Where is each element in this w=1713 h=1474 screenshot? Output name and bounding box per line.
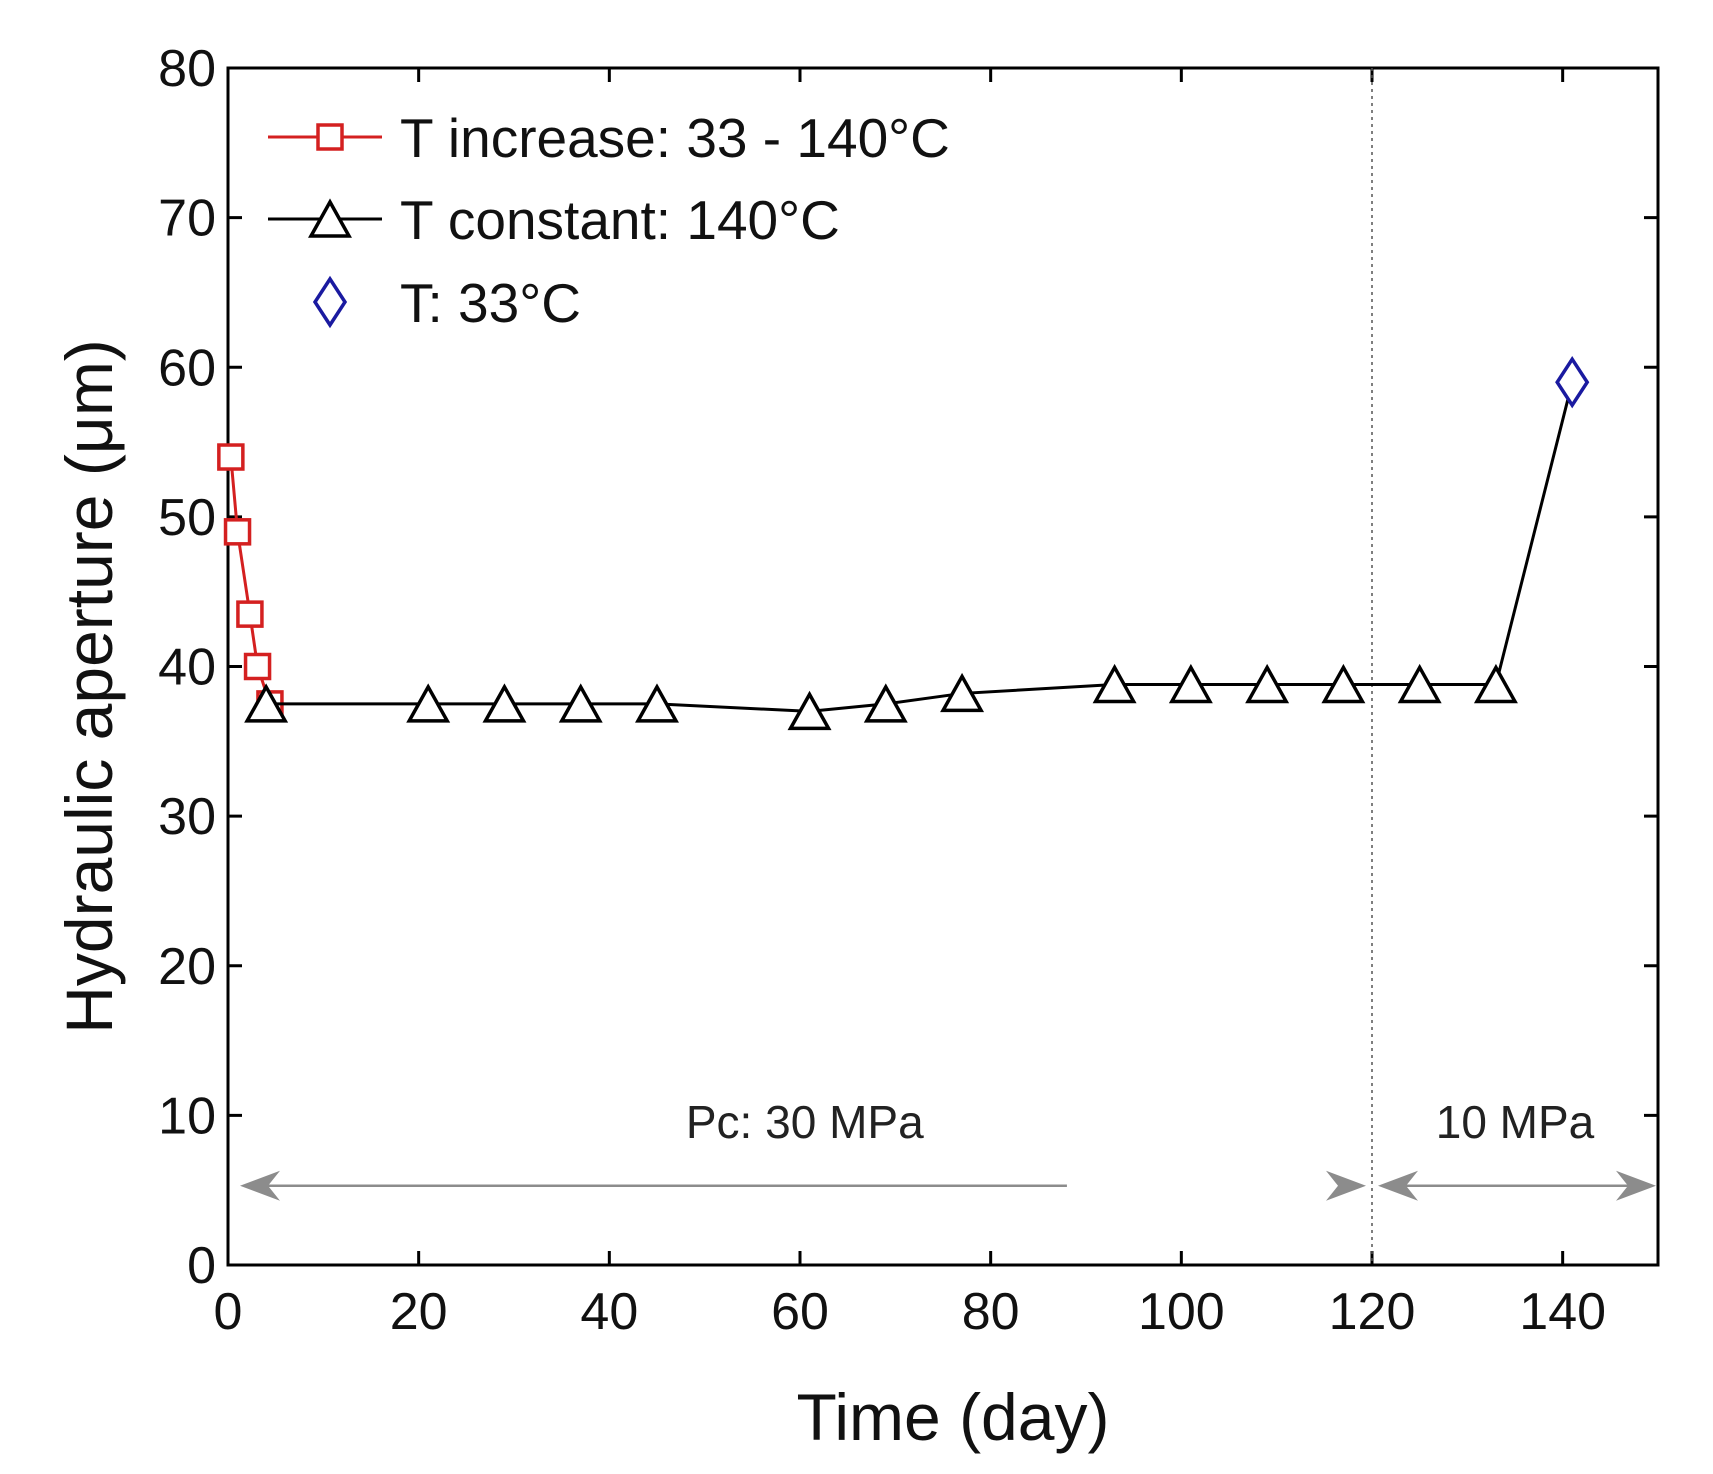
legend-label: T constant: 140°C — [400, 189, 840, 251]
axes-layer: 0 20 40 60 80 100 120 140 0 10 20 30 40 50 60 70 80 Time … — [52, 40, 1660, 1454]
series-line — [266, 381, 1574, 713]
data-point — [1397, 663, 1442, 704]
data-point — [482, 683, 527, 723]
triangle-marker — [1245, 663, 1290, 704]
data-point — [558, 683, 603, 723]
pc30-arrow-right-head — [1326, 1170, 1366, 1201]
legend-entry: T: 33°C — [312, 272, 581, 334]
data-point — [863, 683, 908, 723]
triangle-marker — [1397, 663, 1442, 704]
triangle-marker — [940, 672, 985, 713]
data-point — [1245, 663, 1290, 704]
square-marker — [316, 123, 344, 151]
triangle-marker — [308, 198, 352, 238]
data-point — [787, 690, 832, 731]
y-tick-label: 50 — [158, 489, 216, 547]
pc10-label: 10 MPa — [1436, 1096, 1595, 1148]
y-tick-label: 30 — [158, 788, 216, 846]
data-point — [635, 683, 679, 723]
legend-marker — [308, 198, 352, 238]
data-point — [940, 672, 985, 713]
square-marker — [217, 443, 245, 471]
legend-entry: T constant: 140°C — [268, 189, 840, 251]
x-tick-label: 40 — [580, 1283, 638, 1341]
y-axis-title: Hydraulic aperture (μm) — [52, 339, 126, 1034]
legend-marker — [316, 123, 344, 151]
square-marker — [223, 518, 252, 546]
triangle-marker — [635, 683, 679, 723]
y-tick-label: 10 — [158, 1087, 216, 1145]
y-tick-label: 20 — [158, 938, 216, 996]
data-point — [243, 652, 272, 681]
legend-label: T increase: 33 - 140°C — [400, 107, 950, 169]
y-tick-label: 40 — [158, 639, 216, 697]
pc30-label: Pc: 30 MPa — [686, 1096, 924, 1148]
data-point — [244, 683, 289, 723]
annotation-layer: Pc: 30 MPa 10 MPa — [240, 68, 1656, 1265]
y-tick-label: 0 — [187, 1237, 216, 1295]
triangle-marker — [406, 683, 451, 723]
triangle-marker — [787, 690, 832, 731]
diamond-marker — [1555, 356, 1590, 409]
data-point — [1092, 663, 1137, 704]
x-tick-label: 80 — [962, 1283, 1020, 1341]
pc30-arrow-left-head — [240, 1170, 280, 1201]
legend-marker — [312, 275, 348, 329]
x-tick-label: 60 — [771, 1283, 829, 1341]
x-tick-label: 20 — [390, 1283, 448, 1341]
triangle-marker — [482, 683, 527, 723]
triangle-marker — [1473, 663, 1518, 704]
square-marker — [243, 652, 272, 681]
triangle-marker — [558, 683, 603, 723]
legend: T increase: 33 - 140°C T constant: 140°C T… — [268, 107, 950, 334]
y-tick-label: 80 — [158, 40, 216, 98]
data-point — [1168, 663, 1213, 704]
data-point — [223, 518, 252, 546]
x-axis-title: Time (day) — [797, 1380, 1110, 1454]
pc10-arrow-left-head — [1378, 1170, 1418, 1201]
legend-entry: T increase: 33 - 140°C — [268, 107, 950, 169]
triangle-marker — [1168, 663, 1213, 704]
series-2 — [244, 381, 1574, 731]
x-tick-label: 120 — [1329, 1283, 1416, 1341]
square-marker — [236, 600, 264, 628]
data-point — [236, 600, 264, 628]
y-tick-label: 70 — [158, 190, 216, 248]
data-point — [1321, 663, 1366, 704]
triangle-marker — [863, 683, 908, 723]
x-tick-label: 140 — [1519, 1283, 1606, 1341]
triangle-marker — [1321, 663, 1366, 704]
pc10-arrow-right-head — [1616, 1170, 1656, 1201]
series-3 — [1555, 356, 1590, 409]
legend-label: T: 33°C — [400, 272, 581, 334]
diamond-marker — [312, 275, 348, 329]
triangle-marker — [1092, 663, 1137, 704]
series-layer — [217, 356, 1590, 731]
x-tick-label: 0 — [214, 1283, 243, 1341]
triangle-marker — [244, 683, 289, 723]
data-point — [1473, 663, 1518, 704]
data-point — [217, 443, 245, 471]
y-tick-label: 60 — [158, 339, 216, 397]
x-tick-label: 100 — [1138, 1283, 1225, 1341]
data-point — [1555, 356, 1590, 409]
data-point — [406, 683, 451, 723]
